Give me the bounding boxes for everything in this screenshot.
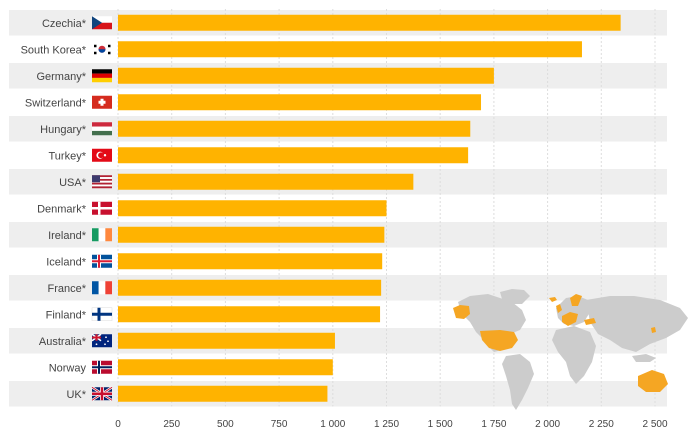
x-tick-label: 750 xyxy=(271,419,288,430)
bar xyxy=(118,359,333,376)
bar xyxy=(118,14,621,31)
map-se-asia xyxy=(632,354,656,362)
bar xyxy=(118,385,328,402)
x-tick-label: 2 000 xyxy=(535,419,560,430)
bar xyxy=(118,41,582,58)
category-label: Czechia* xyxy=(42,18,87,30)
x-tick-label: 2 250 xyxy=(589,419,614,430)
flags xyxy=(91,16,113,402)
finland-flag-icon xyxy=(91,307,113,321)
bar xyxy=(118,253,383,270)
map-europe-highlight xyxy=(562,312,578,326)
ireland-flag-icon xyxy=(92,228,112,242)
map-south-korea xyxy=(651,327,656,333)
category-label: Iceland* xyxy=(46,256,86,268)
bar xyxy=(118,147,469,164)
south-korea-flag-icon xyxy=(92,42,112,56)
map-asia xyxy=(586,296,688,352)
category-labels: Czechia* South Korea* Germany* Switzerland*… xyxy=(21,18,87,401)
category-label: Turkey* xyxy=(49,150,87,162)
germany-flag-icon xyxy=(92,69,112,83)
uk-flag-icon xyxy=(91,386,113,402)
x-tick-label: 250 xyxy=(163,419,180,430)
norway-flag-icon xyxy=(92,360,112,374)
map-scandinavia xyxy=(570,294,582,306)
bar xyxy=(118,200,387,217)
category-label: Australia* xyxy=(39,336,87,348)
x-tick-label: 2 500 xyxy=(642,419,667,430)
map-alaska-usa xyxy=(453,305,470,319)
france-flag-icon xyxy=(92,281,112,295)
category-label: South Korea* xyxy=(21,44,87,56)
bar xyxy=(118,226,385,243)
map-south-america xyxy=(502,354,534,410)
bar xyxy=(118,120,471,137)
category-label: France* xyxy=(47,283,86,295)
map-uk-ireland xyxy=(556,304,562,313)
bar xyxy=(118,94,482,111)
x-axis-ticks: 0 250 500 750 1 000 1 250 1 500 1 750 2 000 2 250… xyxy=(115,419,668,430)
x-tick-label: 1 500 xyxy=(428,419,453,430)
category-label: Finland* xyxy=(46,309,87,321)
category-label: UK* xyxy=(66,389,86,401)
map-usa xyxy=(480,330,518,351)
map-iceland xyxy=(549,297,557,302)
bar xyxy=(118,67,494,84)
bar xyxy=(118,332,335,349)
map-turkey xyxy=(584,318,596,325)
x-tick-label: 0 xyxy=(115,419,121,430)
map-greenland xyxy=(500,289,530,304)
x-tick-label: 1 250 xyxy=(374,419,399,430)
world-map xyxy=(453,289,688,410)
hungary-flag-icon xyxy=(92,122,112,136)
x-tick-label: 500 xyxy=(217,419,234,430)
iceland-flag-icon xyxy=(92,254,112,268)
category-label: Norway xyxy=(49,362,87,374)
x-tick-label: 1 750 xyxy=(481,419,506,430)
usa-flag-icon xyxy=(92,175,112,189)
czech-flag-icon xyxy=(92,16,112,30)
category-label: Ireland* xyxy=(48,230,87,242)
bar xyxy=(118,173,414,190)
category-label: Germany* xyxy=(36,71,86,83)
category-label: Hungary* xyxy=(40,124,87,136)
switzerland-flag-icon xyxy=(92,95,112,109)
denmark-flag-icon xyxy=(92,201,112,215)
category-label: Switzerland* xyxy=(25,97,87,109)
australia-flag-icon xyxy=(91,333,112,348)
x-tick-label: 1 000 xyxy=(320,419,345,430)
turkey-flag-icon xyxy=(92,148,112,162)
category-label: Denmark* xyxy=(37,203,87,215)
bars xyxy=(118,14,621,402)
map-africa xyxy=(552,326,596,384)
map-australia xyxy=(638,370,668,392)
bar xyxy=(118,279,382,296)
category-label: USA* xyxy=(59,177,87,189)
bar xyxy=(118,306,381,323)
